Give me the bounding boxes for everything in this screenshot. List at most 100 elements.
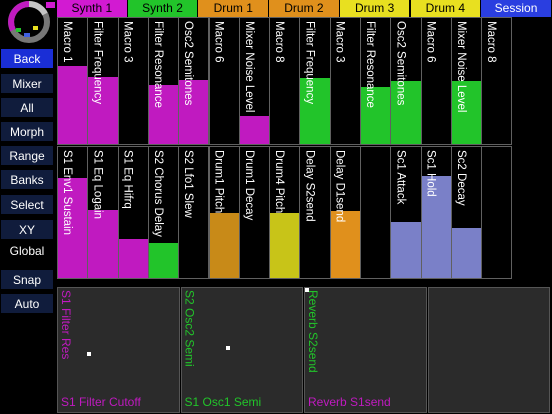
macro-label: Macro 8 [273,21,286,63]
macro-label: Drum1 Pitch [212,150,225,214]
macro-slider[interactable]: Filter Frequency [299,17,331,145]
tab-drum-2[interactable]: Drum 2 [269,0,340,17]
macro-level-fill [58,65,88,144]
macro-label: Sc1 Hold [424,150,437,197]
all-button[interactable]: All [0,97,54,118]
morph-button[interactable]: Morph [0,121,54,142]
macro-level-fill [58,178,88,278]
macro-slider[interactable]: Sc2 Decay [450,146,483,279]
macro-slider[interactable]: Sc1 Hold [420,146,452,279]
xy-pad[interactable] [427,287,550,413]
macro-label: Filter Resonance [364,21,376,108]
macro-label: Mixer Noise Level [242,21,255,113]
macro-label: S1 Eq Logain [91,150,104,220]
macro-label: Filter Frequency [303,21,316,105]
macro-slider[interactable]: Macro 8 [269,17,301,145]
xy-pad[interactable]: S1 Filter Res S1 Filter Cutoff [57,287,180,413]
macro-slider[interactable]: Sc1 Attack [390,146,422,279]
xy-pad-x-label: S1 Osc1 Semi [184,395,262,409]
mixer-button[interactable]: Mixer [0,73,54,94]
macro-slider[interactable]: Macro 3 [329,17,361,145]
macro-label: Delay D1send [333,150,346,223]
macro-slider[interactable]: Delay S2send [299,146,331,279]
macro-slider[interactable]: Drum1 Pitch [208,146,240,279]
tab-drum-3[interactable]: Drum 3 [339,0,411,17]
macro-label: Macro 6 [212,21,225,63]
macro-level-fill [179,79,209,144]
macro-label: S2 Chorus Delay [151,150,164,237]
snap-button[interactable]: Snap [0,269,54,290]
macro-level-fill [361,87,391,144]
macro-slider[interactable]: Drum1 Decay [238,146,271,279]
tab-drum-4[interactable]: Drum 4 [410,0,482,17]
range-button[interactable]: Range [0,145,54,166]
banks-button[interactable]: Banks [0,169,54,190]
macro-slider[interactable]: Filter Frequency [87,17,119,145]
macro-slider[interactable]: Filter Resonance [147,17,180,145]
macro-label: Delay S2send [303,150,316,222]
back-button[interactable]: Back [0,48,54,69]
macro-slider[interactable]: Macro 6 [420,17,452,145]
macro-level-fill [148,242,179,278]
macro-label: Filter Frequency [91,21,104,105]
xy-pad-cursor[interactable] [305,288,309,292]
select-button[interactable]: Select [0,194,54,215]
macro-label: Mixer Noise Level [454,21,467,113]
macro-label: S1 Eq Hifrq [121,150,134,209]
macro-level-fill [88,209,118,278]
xy-pad-cursor[interactable] [87,351,92,356]
xy-pad-cursor[interactable] [226,345,231,350]
xy-pad[interactable]: Reverb S2send Reverb S1send [304,287,427,413]
auto-button[interactable]: Auto [0,293,54,314]
xy-pad-y-label: Reverb S2send [306,290,320,373]
macro-slider[interactable]: Osc2 Semitones [178,17,210,145]
macro-slider[interactable]: S2 Lfo1 Slew [178,146,210,279]
macro-level-fill [239,116,270,144]
tab-synth-2[interactable]: Synth 2 [127,0,199,17]
xy-pad-y-label: S2 Osc2 Semi [182,290,197,367]
tab-session[interactable]: Session [481,0,552,17]
macro-label: S1 Env1 Sustain [61,150,73,236]
tab-drum-1[interactable]: Drum 1 [198,0,270,17]
macro-slider[interactable]: S1 Env1 Sustain [57,146,89,279]
xy-pad-y-label: S1 Filter Res [59,290,73,360]
macro-label: Macro 8 [485,21,498,63]
macro-level-fill [148,84,179,144]
xy-pad[interactable]: S2 Osc2 Semi S1 Osc1 Semi [180,287,303,413]
macro-slider[interactable]: S1 Eq Logain [87,146,119,279]
macro-level-fill [88,77,118,144]
macro-slider[interactable]: Drum4 Pitch [269,146,301,279]
macro-level-fill [300,78,330,144]
macro-label: Osc2 Semitones [394,21,407,106]
macro-slider[interactable]: Mixer Noise Level [450,17,483,145]
macro-label: Macro 1 [61,21,73,63]
macro-level-fill [118,238,148,278]
macro-level-fill [391,81,421,144]
macro-slider[interactable] [481,146,513,279]
macro-label: Macro 3 [121,21,134,63]
macro-slider[interactable]: Macro 6 [208,17,240,145]
macro-level-fill [270,212,300,278]
macro-label: Sc1 Attack [394,150,407,205]
macro-slider[interactable]: Macro 1 [57,17,89,145]
morph-knob[interactable] [2,0,56,44]
macro-slider[interactable]: Macro 8 [481,17,513,145]
xy-global-button[interactable]: XY Global [0,219,54,258]
macro-slider[interactable]: Mixer Noise Level [238,17,271,145]
macro-slider[interactable] [360,146,392,279]
macro-slider[interactable]: S1 Eq Hifrq [117,146,149,279]
macro-slider[interactable]: Delay D1send [329,146,361,279]
macro-label: Macro 6 [424,21,437,63]
macro-level-fill [421,175,451,278]
macro-label: Macro 3 [333,21,346,63]
macro-level-fill [330,211,360,278]
tab-synth-1[interactable]: Synth 1 [57,0,128,17]
macro-label: Drum4 Pitch [273,150,286,214]
macro-level-fill [209,212,239,278]
macro-label: Drum1 Decay [242,150,255,221]
macro-slider[interactable]: Macro 3 [117,17,149,145]
xy-pad-x-label: S1 Filter Cutoff [61,395,141,409]
macro-slider[interactable]: S2 Chorus Delay [147,146,180,279]
macro-slider[interactable]: Osc2 Semitones [390,17,422,145]
macro-slider[interactable]: Filter Resonance [360,17,392,145]
